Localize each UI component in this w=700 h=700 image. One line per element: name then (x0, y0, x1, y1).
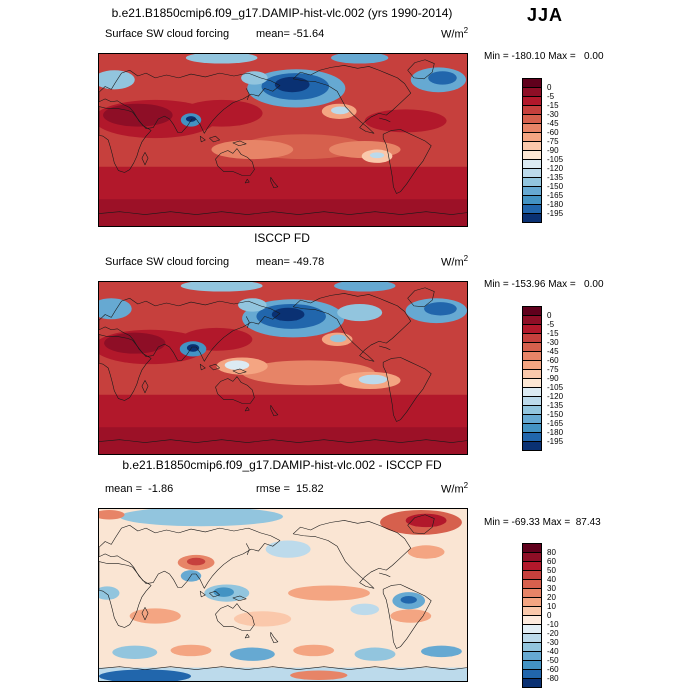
diff-map-svg (99, 509, 467, 681)
colorbar-tick-label: -105 (547, 383, 564, 392)
colorbar-tick-label: -50 (547, 656, 559, 665)
colorbar-tick-label: -165 (547, 419, 564, 428)
colorbar-tick-label: -105 (547, 155, 564, 164)
colorbar-tick-label: -60 (547, 665, 559, 674)
colorbar-tick-label: 50 (547, 566, 556, 575)
panel3-rmse-label: rmse = 15.82 (256, 483, 324, 495)
colorbar-tick-label: -150 (547, 410, 564, 419)
units-base: W/m (441, 256, 464, 269)
colorbar-tick-label: -30 (547, 338, 559, 347)
panel3-colorbar: 80 60 50 40 30 20 10 0 -10 -20 -30 -40 -50 -60 -80 (522, 543, 582, 695)
panel2-colorbar: 0 -5 -15 -30 -45 -60 -75 -90 -105 -120 -135 -150 -16… (522, 306, 582, 458)
obs-map (98, 281, 468, 455)
panel2-mean-label: mean= -49.78 (256, 256, 325, 268)
colorbar-tick-label: 10 (547, 602, 556, 611)
panel2-variable-label: Surface SW cloud forcing (105, 256, 230, 268)
colorbar-tick-label: -135 (547, 173, 564, 182)
units-exponent: 2 (463, 26, 469, 35)
colorbar-tick-label: -195 (547, 437, 564, 446)
colorbar-tick-label: -135 (547, 401, 564, 410)
colorbar-tick-label: 0 (547, 611, 552, 620)
colorbar-tick-label: -30 (547, 638, 559, 647)
colorbar-tick-label: 0 (547, 83, 552, 92)
colorbar-tick-label: -30 (547, 110, 559, 119)
colorbar-tick-label: -90 (547, 146, 559, 155)
colorbar-tick-label: 40 (547, 575, 556, 584)
units-base: W/m (441, 28, 464, 41)
model-map (98, 53, 468, 227)
diff-map (98, 508, 468, 682)
panel2-title: ISCCP FD (254, 231, 310, 245)
colorbar-tick-label: -5 (547, 320, 555, 329)
colorbar-tick-label: -5 (547, 92, 555, 101)
colorbar-tick-label: -120 (547, 392, 564, 401)
colorbar-tick-label: 0 (547, 311, 552, 320)
panel3-units-label: W/m2 (441, 481, 468, 496)
units-exponent: 2 (463, 254, 469, 263)
colorbar-tick-label: -45 (547, 119, 559, 128)
colorbar-tick-label: -165 (547, 191, 564, 200)
obs-map-svg (99, 282, 467, 454)
colorbar-cell (522, 678, 542, 688)
colorbar-tick-label: -60 (547, 356, 559, 365)
colorbar-tick-label: -10 (547, 620, 559, 629)
colorbar-tick-label: 20 (547, 593, 556, 602)
colorbar-tick-label: 60 (547, 557, 556, 566)
panel2-units-label: W/m2 (441, 254, 468, 269)
colorbar-tick-label: -60 (547, 128, 559, 137)
panel3-title: b.e21.B1850cmip6.f09_g17.DAMIP-hist-vlc.… (122, 458, 442, 472)
colorbar-tick-label: -15 (547, 101, 559, 110)
units-base: W/m (441, 483, 464, 496)
panel1-colorbar: 0 -5 -15 -30 -45 -60 -75 -90 -105 -120 -135 -150 -16… (522, 78, 582, 230)
colorbar-tick-label: -75 (547, 137, 559, 146)
colorbar-tick-label: 80 (547, 548, 556, 557)
colorbar-tick-label: -45 (547, 347, 559, 356)
season-label: JJA (527, 5, 564, 25)
panel3-mean-label: mean = -1.86 (105, 483, 174, 495)
panel1-mean-label: mean= -51.64 (256, 28, 325, 40)
colorbar-tick-label: -20 (547, 629, 559, 638)
colorbar-tick-label: -120 (547, 164, 564, 173)
panel1-title: b.e21.B1850cmip6.f09_g17.DAMIP-hist-vlc.… (111, 6, 453, 20)
colorbar-tick-label: -75 (547, 365, 559, 374)
colorbar-tick-label: -90 (547, 374, 559, 383)
colorbar-tick-label: -15 (547, 329, 559, 338)
colorbar-tick-label: -180 (547, 200, 564, 209)
colorbar-tick-label: -40 (547, 647, 559, 656)
panel1-variable-label: Surface SW cloud forcing (105, 28, 230, 40)
colorbar-cell (522, 213, 542, 223)
colorbar-tick-label: 30 (547, 584, 556, 593)
colorbar-tick-label: -180 (547, 428, 564, 437)
panel3-minmax: Min = -69.33 Max = 87.43 (484, 517, 601, 528)
panel1-minmax: Min = -180.10 Max = 0.00 (484, 51, 604, 62)
colorbar-tick-label: -80 (547, 674, 559, 683)
panel1-units-label: W/m2 (441, 26, 468, 41)
colorbar-tick-label: -150 (547, 182, 564, 191)
model-map-svg (99, 54, 467, 226)
panel2-minmax: Min = -153.96 Max = 0.00 (484, 279, 604, 290)
units-exponent: 2 (463, 481, 469, 490)
colorbar-tick-label: -195 (547, 209, 564, 218)
colorbar-cell (522, 441, 542, 451)
